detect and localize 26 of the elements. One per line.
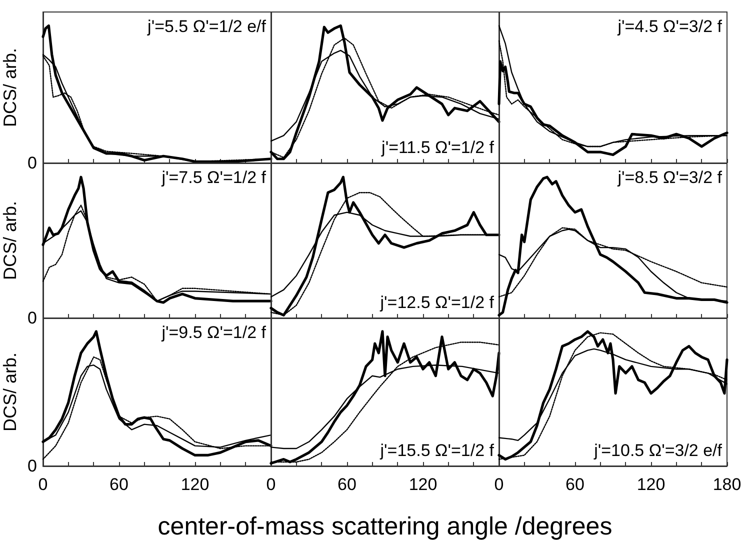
- text: 0: [28, 308, 37, 328]
- x-tick-label: 120: [180, 475, 210, 494]
- annotation: j'=7.5 Ω'=1/2 f: [160, 168, 266, 187]
- annotation: j'=4.5 Ω'=3/2 f: [616, 17, 722, 36]
- x-tick-label: 60: [110, 475, 128, 494]
- annotation: j'=10.5 Ω'=3/2 e/f: [593, 441, 722, 460]
- y-axis-title: DCS/ arb.: [0, 352, 20, 432]
- x-tick-label: 0: [266, 475, 276, 494]
- x-tick-label: 60: [566, 475, 584, 494]
- annotation: j'=12.5 Ω'=1/2 f: [379, 293, 494, 312]
- x-tick-label: 120: [408, 475, 438, 494]
- annotation: j'=9.5 Ω'=1/2 f: [160, 323, 266, 342]
- x-tick-label: 180: [712, 475, 742, 494]
- x-axis-title: center-of-mass scattering angle /degrees: [158, 512, 612, 540]
- x-tick-label: 0: [38, 475, 48, 494]
- y-axis-title: DCS/ arb.: [0, 200, 20, 280]
- x-tick-label: 0: [494, 475, 504, 494]
- annotation: j'=8.5 Ω'=3/2 f: [616, 168, 722, 187]
- annotation: j'=15.5 Ω'=1/2 f: [379, 441, 494, 460]
- annotation: j'=11.5 Ω'=1/2 f: [380, 138, 494, 157]
- x-tick-label: 60: [338, 475, 356, 494]
- x-tick-label: 120: [636, 475, 666, 494]
- text: 0: [28, 456, 37, 476]
- text: 0: [28, 154, 37, 172]
- y-axis-title: DCS/ arb.: [0, 48, 20, 128]
- annotation: j'=5.5 Ω'=1/2 e/f: [146, 17, 266, 36]
